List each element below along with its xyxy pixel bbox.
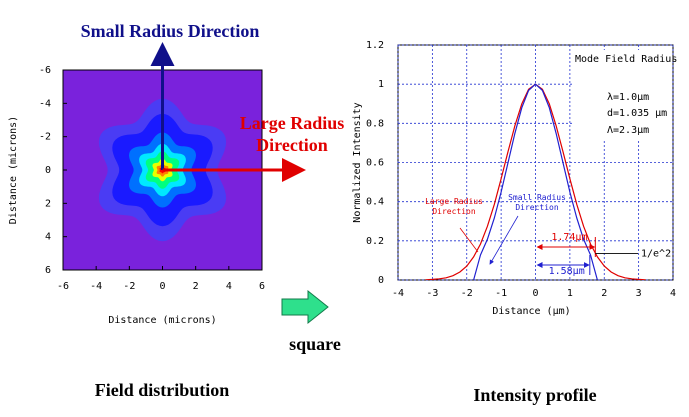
y-tick-label: 6 xyxy=(45,265,51,276)
x-tick-label: 4 xyxy=(670,288,676,299)
x-tick-label: -2 xyxy=(461,288,473,299)
y-tick-label: 1.2 xyxy=(366,40,384,51)
y-tick-label: 0 xyxy=(45,165,51,176)
y-tick-label: 0.4 xyxy=(366,197,384,208)
annotation: Large Radius Direction xyxy=(239,113,345,155)
y-tick-label: -4 xyxy=(39,98,51,109)
x-tick-label: -2 xyxy=(123,281,135,292)
info-box xyxy=(572,50,672,140)
caption: Field distribution xyxy=(95,380,230,400)
info-text: λ=1.0μm xyxy=(607,92,649,103)
annotation: Small Radius Direction xyxy=(80,21,260,41)
x-tick-label: 0 xyxy=(159,281,165,292)
y-tick-label: 0.2 xyxy=(366,236,384,247)
transition-arrow xyxy=(281,289,329,325)
y-axis-label: Normalized Intensity xyxy=(352,102,363,222)
threshold-label: 1/e^2 xyxy=(641,249,671,260)
info-text: Λ=2.3μm xyxy=(607,125,649,136)
x-tick-label: 3 xyxy=(636,288,642,299)
y-tick-label: 2 xyxy=(45,198,51,209)
x-axis-label: Distance (μm) xyxy=(492,306,570,317)
y-tick-label: 1 xyxy=(378,79,384,90)
y-tick-label: -6 xyxy=(39,65,51,76)
y-axis-label: Distance (microns) xyxy=(8,116,19,224)
x-tick-label: -4 xyxy=(90,281,102,292)
x-tick-label: 2 xyxy=(193,281,199,292)
y-tick-label: 0.6 xyxy=(366,158,384,169)
y-tick-label: 0.8 xyxy=(366,118,384,129)
x-tick-label: -1 xyxy=(495,288,507,299)
y-tick-label: 4 xyxy=(45,232,51,243)
y-tick-label: 0 xyxy=(378,275,384,286)
x-tick-label: 6 xyxy=(259,281,265,292)
plot-area xyxy=(425,83,646,280)
series-label: Small Radius Direction xyxy=(508,193,566,212)
line-series xyxy=(473,83,598,280)
x-tick-label: 4 xyxy=(226,281,232,292)
x-tick-label: -6 xyxy=(57,281,69,292)
x-axis-label: Distance (microns) xyxy=(108,315,216,326)
radius-label: 1.58μm xyxy=(549,266,585,277)
series-label: Large Radius Direction xyxy=(425,197,483,216)
y-tick-label: -2 xyxy=(39,132,51,143)
x-tick-label: -4 xyxy=(392,288,404,299)
radius-label: 1.74μm xyxy=(551,232,587,243)
x-tick-label: 0 xyxy=(532,288,538,299)
label-pointer xyxy=(489,215,519,265)
caption: Intensity profile xyxy=(473,385,596,405)
x-tick-label: -3 xyxy=(426,288,438,299)
x-tick-label: 1 xyxy=(567,288,573,299)
info-text: Mode Field Radius xyxy=(575,54,677,65)
label-pointer xyxy=(459,227,479,253)
x-tick-label: 2 xyxy=(601,288,607,299)
info-text: d=1.035 μm xyxy=(607,108,667,119)
transition-label: square xyxy=(289,334,341,354)
